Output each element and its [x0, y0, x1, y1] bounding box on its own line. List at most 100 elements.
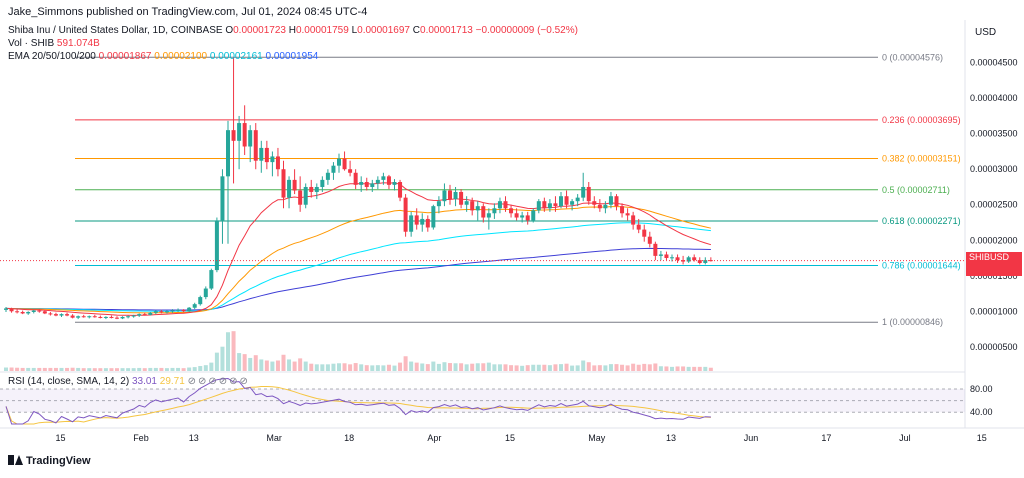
- candle-body: [192, 304, 197, 308]
- volume-bar: [647, 364, 652, 371]
- volume-bar: [531, 364, 536, 371]
- candle-body: [531, 210, 536, 221]
- candle-body: [170, 310, 175, 312]
- volume-bar: [353, 363, 358, 371]
- tradingview-logo[interactable]: TradingView: [8, 455, 91, 467]
- fib-level-label: 0.236 (0.00003695): [882, 115, 961, 125]
- rsi-value: 33.01: [131, 376, 157, 387]
- candle-body: [87, 316, 92, 318]
- volume-bar: [542, 364, 547, 371]
- candle-body: [15, 311, 20, 313]
- symbol-name[interactable]: Shiba Inu / United States Dollar, 1D, CO…: [8, 25, 223, 36]
- candle-body: [603, 204, 608, 209]
- candle-body: [26, 311, 31, 314]
- y-tick-label: 0.00001000: [970, 306, 1018, 316]
- volume-bar: [603, 365, 608, 371]
- volume-bar: [586, 362, 591, 371]
- candle-body: [364, 182, 369, 187]
- volume-bar: [398, 362, 403, 371]
- volume-bar: [470, 363, 475, 371]
- volume-bar: [692, 366, 697, 371]
- candle-body: [414, 215, 419, 225]
- candle-body: [553, 203, 558, 207]
- candle-body: [592, 201, 597, 205]
- candle-body: [303, 186, 308, 205]
- candle-body: [226, 130, 230, 177]
- ema20-value: 0.00001867: [98, 51, 152, 62]
- candle-body: [20, 311, 25, 314]
- volume-bar: [464, 364, 469, 371]
- volume-bar: [253, 355, 258, 371]
- rsi-label[interactable]: RSI (14, close, SMA, 14, 2): [8, 376, 130, 387]
- publisher-line: Jake_Simmons published on TradingView.co…: [8, 6, 368, 18]
- volume-bar: [392, 365, 397, 371]
- volume-bar: [509, 365, 514, 371]
- volume-bar: [81, 368, 86, 371]
- volume-bar: [15, 367, 20, 371]
- volume-bar: [137, 367, 142, 371]
- candle-body: [564, 196, 569, 205]
- candle-body: [220, 176, 225, 221]
- close-label: C: [412, 25, 421, 36]
- candle-body: [381, 176, 386, 180]
- volume-bar: [31, 367, 36, 371]
- candle-body: [664, 254, 669, 259]
- volume-bar: [270, 361, 275, 371]
- volume-bar: [636, 364, 641, 371]
- volume-line: Vol · SHIB 591.074B: [8, 38, 100, 49]
- tradingview-logo-icon: [8, 455, 23, 465]
- volume-bar: [559, 364, 563, 371]
- candle-body: [570, 201, 575, 205]
- volume-bar: [148, 367, 153, 371]
- candle-body: [647, 236, 652, 244]
- candle-body: [98, 316, 103, 318]
- candle-body: [270, 156, 275, 163]
- volume-bar: [670, 366, 674, 371]
- rsi-settings-icons[interactable]: ⊘⊘⊘⊘⊘⊘: [187, 376, 250, 387]
- candle-body: [103, 316, 108, 318]
- candle-body: [353, 172, 358, 185]
- volume-bar: [675, 366, 680, 371]
- candle-body: [187, 307, 192, 312]
- volume-bar: [181, 368, 186, 371]
- currency-label[interactable]: USD: [975, 27, 997, 38]
- volume-value: 591.074B: [56, 38, 100, 49]
- x-tick-label: 18: [344, 433, 354, 443]
- candle-body: [109, 316, 114, 318]
- volume-bar: [653, 363, 658, 371]
- candle-body: [542, 201, 547, 209]
- candle-body: [464, 201, 469, 205]
- x-tick-label: 15: [56, 433, 66, 443]
- candle-body: [497, 201, 502, 209]
- open-value: 0.00001723: [233, 25, 286, 36]
- volume-bar: [26, 367, 31, 371]
- candle-body: [42, 311, 47, 314]
- candle-body: [281, 169, 286, 198]
- candle-body: [681, 260, 686, 262]
- volume-label[interactable]: Vol · SHIB: [8, 38, 55, 49]
- volume-bar: [370, 365, 375, 371]
- volume-bar: [192, 367, 197, 371]
- volume-bar: [248, 357, 253, 371]
- volume-bar: [703, 366, 708, 371]
- x-tick-label: Feb: [133, 433, 149, 443]
- volume-bar: [514, 365, 519, 371]
- candle-body: [420, 218, 425, 225]
- candle-body: [131, 315, 136, 317]
- rsi-header: RSI (14, close, SMA, 14, 2) 33.01 29.71 …: [8, 376, 250, 387]
- ema-label[interactable]: EMA 20/50/100/200: [8, 51, 96, 62]
- volume-bar: [92, 368, 97, 371]
- candle-body: [325, 172, 330, 180]
- candle-body: [65, 314, 70, 316]
- candle-body: [59, 314, 64, 316]
- candle-body: [481, 206, 486, 218]
- candle-body: [314, 186, 319, 192]
- volume-bar: [187, 367, 192, 371]
- volume-bar: [686, 366, 691, 371]
- tradingview-logo-text: TradingView: [26, 455, 91, 467]
- x-tick-label: 13: [189, 433, 199, 443]
- volume-bar: [681, 366, 686, 371]
- candle-body: [176, 309, 181, 311]
- open-label: O: [225, 25, 234, 36]
